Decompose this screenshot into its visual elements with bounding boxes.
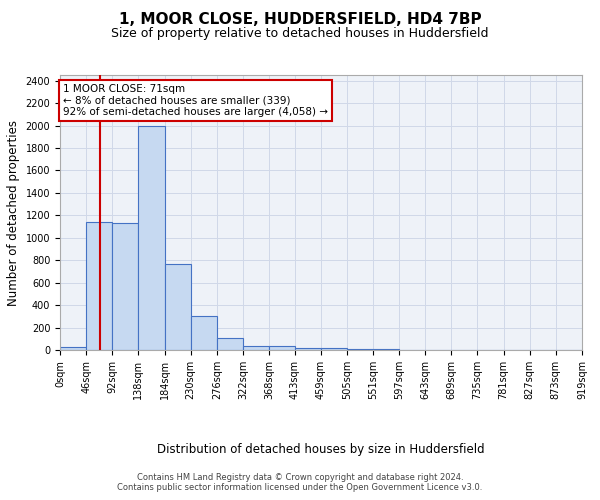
Text: Contains HM Land Registry data © Crown copyright and database right 2024.: Contains HM Land Registry data © Crown c… [137,474,463,482]
Text: 1 MOOR CLOSE: 71sqm
← 8% of detached houses are smaller (339)
92% of semi-detach: 1 MOOR CLOSE: 71sqm ← 8% of detached hou… [63,84,328,117]
Bar [86,222,112,350]
Bar [191,316,217,350]
Bar [269,346,295,350]
Bar [60,346,86,350]
Bar [164,264,191,350]
Text: 1, MOOR CLOSE, HUDDERSFIELD, HD4 7BP: 1, MOOR CLOSE, HUDDERSFIELD, HD4 7BP [119,12,481,28]
Text: Contains public sector information licensed under the Open Government Licence v3: Contains public sector information licen… [118,484,482,492]
Bar [112,223,139,350]
Bar [243,346,269,350]
Text: Distribution of detached houses by size in Huddersfield: Distribution of detached houses by size … [157,444,485,456]
Bar [295,348,321,350]
Bar [321,348,347,350]
Y-axis label: Number of detached properties: Number of detached properties [7,120,20,306]
Text: Size of property relative to detached houses in Huddersfield: Size of property relative to detached ho… [111,28,489,40]
Bar [139,126,164,350]
Bar [217,338,243,350]
